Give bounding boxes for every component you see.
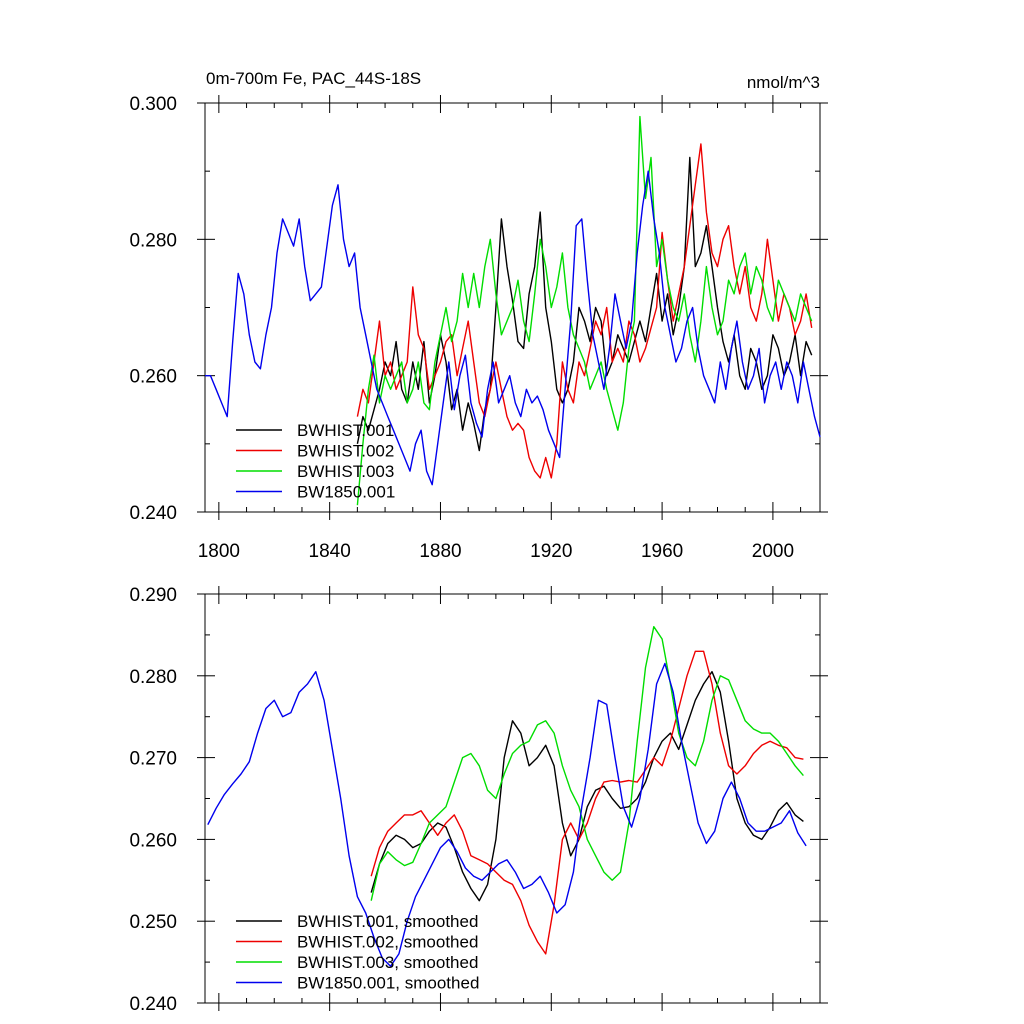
legend-label: BW1850.001, smoothed — [297, 974, 479, 993]
legend-label: BWHIST.001, smoothed — [297, 912, 478, 931]
x-tick-label: 1920 — [530, 541, 572, 562]
legend-label: BWHIST.003, smoothed — [297, 953, 478, 972]
series-line — [370, 671, 804, 902]
y-tick-label: 0.240 — [129, 503, 177, 524]
chart-title: 0m-700m Fe, PAC_44S-18S — [206, 69, 421, 88]
y-tick-label: 0.270 — [129, 749, 177, 770]
legend-label: BWHIST.002 — [297, 442, 394, 461]
y-tick-label: 0.280 — [129, 667, 177, 688]
series-line — [207, 662, 807, 967]
bottom-panel-smoothed: 0.240 0.250 0.260 0.270 0.280 0.290 BWHIST.001… — [129, 585, 828, 1015]
legend-label: BWHIST.002, smoothed — [297, 933, 478, 952]
x-tick-label: 1840 — [309, 541, 351, 562]
legend-label: BWHIST.003 — [297, 462, 394, 481]
legend-label: BW1850.001 — [297, 483, 395, 502]
y-tick-label: 0.280 — [129, 230, 177, 251]
series-line — [356, 143, 813, 479]
series-line — [356, 115, 813, 506]
y-tick-label: 0.240 — [129, 994, 177, 1015]
y-tick-label: 0.250 — [129, 912, 177, 933]
top-panel-raw: 0m-700m Fe, PAC_44S-18S nmol/m^3 1800 184… — [129, 69, 828, 562]
x-tick-label: 1800 — [198, 541, 240, 562]
series-line — [370, 650, 804, 955]
x-tick-label: 1880 — [419, 541, 461, 562]
units-label: nmol/m^3 — [747, 73, 820, 92]
x-tick-label: 2000 — [752, 541, 794, 562]
legend-label: BWHIST.001 — [297, 421, 394, 440]
series-line — [205, 170, 821, 486]
x-tick-label: 1960 — [641, 541, 683, 562]
series-line — [356, 156, 813, 452]
series-line — [370, 626, 804, 901]
y-tick-label: 0.290 — [129, 585, 177, 606]
y-tick-label: 0.260 — [129, 367, 177, 388]
y-tick-label: 0.260 — [129, 830, 177, 851]
y-tick-label: 0.300 — [129, 94, 177, 115]
